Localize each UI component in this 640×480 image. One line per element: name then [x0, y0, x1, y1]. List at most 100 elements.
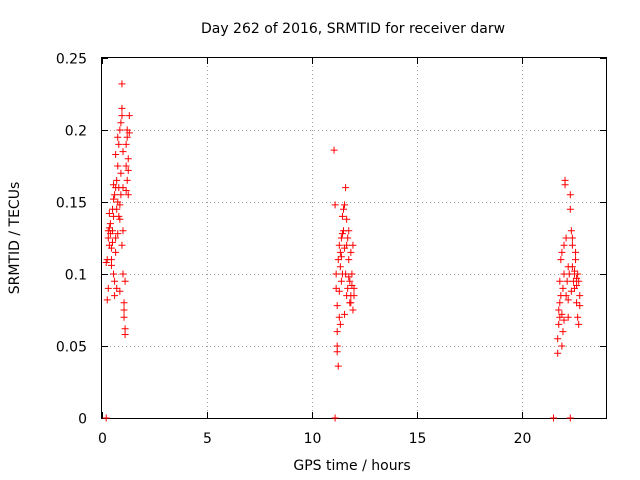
y-tick-label: 0.1	[65, 268, 87, 284]
data-point	[124, 166, 132, 174]
data-point	[104, 284, 112, 292]
data-point	[111, 292, 119, 300]
data-point	[120, 306, 128, 314]
data-point	[562, 292, 570, 300]
data-point	[121, 330, 129, 338]
x-tick-label: 15	[409, 431, 427, 447]
data-point	[555, 320, 563, 328]
data-point	[337, 253, 345, 261]
data-point	[559, 328, 567, 336]
data-point	[336, 263, 344, 271]
data-point	[123, 176, 131, 184]
data-point	[112, 248, 120, 256]
data-point	[572, 256, 580, 264]
data-point	[103, 296, 111, 304]
data-point	[124, 191, 132, 199]
data-point	[116, 126, 124, 134]
data-point	[342, 184, 350, 192]
x-tick-label: 10	[304, 431, 322, 447]
data-point	[105, 210, 113, 218]
data-point	[119, 184, 127, 192]
data-point	[115, 212, 123, 220]
y-tick-label: 0	[78, 412, 87, 428]
data-point	[343, 215, 351, 223]
x-tick-label: 5	[203, 431, 212, 447]
data-point	[343, 241, 351, 249]
data-point	[566, 205, 574, 213]
data-point	[112, 150, 120, 158]
data-point	[333, 348, 341, 356]
data-point	[349, 241, 357, 249]
data-point	[349, 306, 357, 314]
data-point	[557, 256, 565, 264]
grid	[102, 58, 606, 418]
data-point	[573, 282, 581, 290]
data-point	[104, 234, 112, 242]
data-point	[345, 227, 353, 235]
data-point	[119, 270, 127, 278]
data-point	[106, 220, 114, 228]
data-point	[105, 224, 113, 232]
data-point	[118, 112, 126, 120]
data-point	[564, 313, 572, 321]
data-point	[566, 191, 574, 199]
data-point	[125, 129, 133, 137]
data-point	[574, 270, 582, 278]
axis-ticks: 0 5 10 15 20 0 0.05 0.1 0.15 0.2 0.25	[56, 52, 606, 447]
data-point	[118, 104, 126, 112]
y-tick-label: 0.05	[56, 340, 87, 356]
data-point	[560, 316, 568, 324]
data-point	[337, 277, 345, 285]
data-point	[102, 414, 110, 422]
data-point	[559, 284, 567, 292]
data-point	[122, 140, 130, 148]
data-point	[114, 133, 122, 141]
data-point	[113, 205, 121, 213]
data-point	[115, 140, 123, 148]
data-point	[344, 234, 352, 242]
data-point	[111, 191, 119, 199]
data-point	[555, 306, 563, 314]
data-point	[112, 234, 120, 242]
data-point	[556, 299, 564, 307]
data-point	[558, 342, 566, 350]
x-tick-label: 0	[98, 431, 107, 447]
data-point	[109, 238, 116, 246]
x-axis-title: GPS time / hours	[293, 458, 410, 474]
y-tick-label: 0.25	[56, 52, 87, 68]
data-point	[556, 277, 564, 285]
data-point	[332, 284, 340, 292]
data-point	[334, 256, 342, 264]
y-tick-label: 0.2	[65, 124, 87, 140]
data-point	[117, 119, 125, 127]
data-point	[113, 176, 121, 184]
data-point	[102, 258, 110, 266]
chart-title: Day 262 of 2016, SRMTID for receiver dar…	[201, 21, 505, 37]
data-point	[335, 241, 343, 249]
data-point	[107, 244, 115, 252]
data-point	[110, 195, 118, 203]
data-point	[568, 263, 576, 271]
data-point	[568, 241, 576, 249]
x-tick-label: 20	[514, 431, 532, 447]
data-point	[116, 215, 124, 223]
plot-frame	[101, 57, 607, 419]
data-point	[336, 248, 344, 256]
data-point	[341, 201, 349, 209]
data-point	[347, 299, 355, 307]
data-point	[335, 287, 343, 295]
data-point	[558, 310, 566, 318]
data-point	[340, 205, 347, 213]
data-point	[573, 274, 581, 282]
data-point	[335, 313, 343, 321]
data-point	[114, 162, 122, 170]
data-point	[562, 234, 570, 242]
data-point	[113, 284, 121, 292]
data-point	[111, 277, 119, 285]
data-points	[102, 80, 584, 422]
data-point	[119, 227, 127, 235]
data-point	[114, 230, 122, 238]
data-point	[341, 310, 349, 318]
data-point	[567, 227, 575, 235]
